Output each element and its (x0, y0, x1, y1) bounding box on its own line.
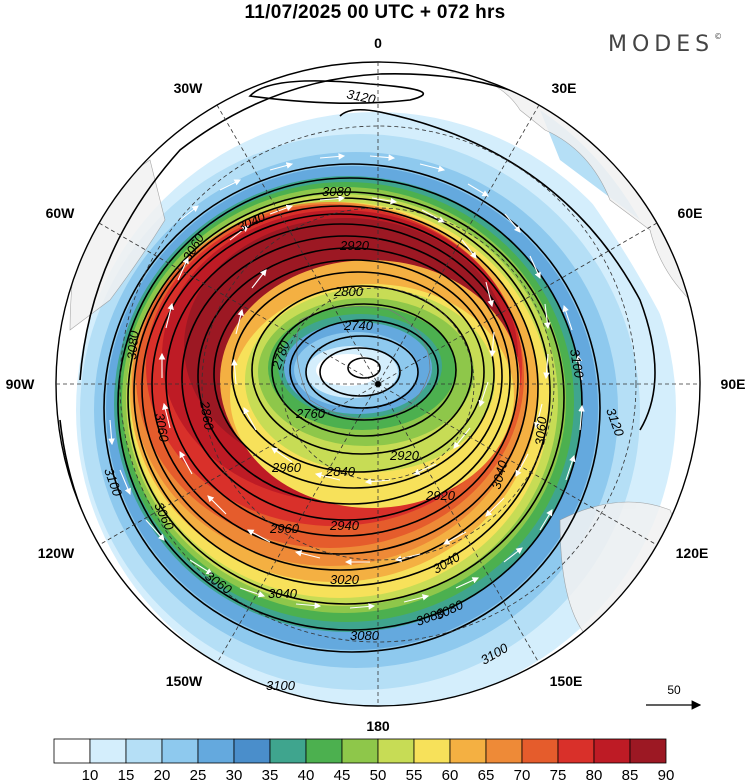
lon-label-30e: 30E (552, 80, 577, 96)
colorbar-tick-label: 75 (550, 767, 567, 782)
contour-label: 2920 (389, 448, 420, 463)
longitude-labels: 0 30E 60E 90E 120E 150E 180 150W 120W 90… (6, 35, 746, 734)
contour-label: 2960 (271, 460, 302, 475)
contour-label: 3100 (266, 678, 296, 693)
colorbar-tick-label: 20 (154, 767, 171, 782)
colorbar-swatch (269, 738, 307, 764)
lon-label-120w: 120W (38, 545, 75, 561)
colorbar-swatch (125, 738, 163, 764)
colorbar-tick-label: 10 (82, 767, 99, 782)
colorbar-tick-label: 70 (514, 767, 531, 782)
lon-label-150w: 150W (166, 673, 203, 689)
contour-label: 3060 (152, 412, 172, 444)
reference-vector-label: 50 (667, 683, 681, 697)
colorbar-tick-label: 45 (334, 767, 351, 782)
map-disc (56, 62, 700, 706)
contour-label: 3040 (488, 458, 510, 491)
australia-landmass (559, 501, 691, 641)
colorbar-swatch (161, 738, 199, 764)
lon-label-180: 180 (366, 718, 390, 734)
contour-label: 2860 (197, 399, 217, 432)
colorbar-tick-label: 60 (442, 767, 459, 782)
contour-label: 3020 (330, 572, 360, 587)
contour-label: 3080 (124, 329, 142, 360)
colorbar-swatch (305, 738, 343, 764)
colorbar-swatch (521, 738, 559, 764)
lon-label-60w: 60W (46, 205, 76, 221)
contour-label: 3080 (322, 184, 352, 199)
south-pole-marker (375, 381, 381, 387)
colorbar-swatch (53, 738, 91, 764)
colorbar-tick-label: 55 (406, 767, 423, 782)
contour-label: 2740 (343, 318, 374, 333)
colorbar-swatch (485, 738, 523, 764)
lon-label-30w: 30W (174, 80, 204, 96)
colorbar-swatch (197, 738, 235, 764)
colorbar-tick-label: 40 (298, 767, 315, 782)
wind-vectors (108, 153, 585, 610)
height-contours (59, 72, 700, 706)
contour-label: 3100 (567, 348, 587, 380)
colorbar-swatch (593, 738, 631, 764)
colorbar-tick-label: 80 (586, 767, 603, 782)
antarctica-coast (296, 306, 431, 421)
lon-label-0: 0 (374, 35, 382, 51)
brand-logo: MODES© (608, 32, 723, 57)
contour-label: 3120 (345, 86, 377, 107)
lon-label-90w: 90W (6, 376, 36, 392)
colorbar-tick-label: 50 (370, 767, 387, 782)
lon-label-60e: 60E (678, 205, 703, 221)
colorbar: 10 15 20 25 30 35 40 45 50 55 60 65 70 75 80 85 90 (53, 738, 675, 782)
colorbar-swatch (89, 738, 127, 764)
contour-label: 3060 (532, 415, 550, 446)
colorbar-swatch (377, 738, 415, 764)
colorbar-swatch (341, 738, 379, 764)
lon-label-150e: 150E (550, 673, 583, 689)
lon-label-120e: 120E (676, 545, 709, 561)
map-title: 11/07/2025 00 UTC + 072 hrs (244, 2, 506, 23)
contour-label: 3080 (350, 628, 380, 643)
colorbar-swatch (449, 738, 487, 764)
colorbar-swatch (629, 738, 667, 764)
contour-label: 3040 (268, 586, 298, 601)
colorbar-swatch (233, 738, 271, 764)
colorbar-tick-label: 65 (478, 767, 495, 782)
colorbar-tick-label: 15 (118, 767, 135, 782)
colorbar-tick-label: 30 (226, 767, 243, 782)
lon-label-90e: 90E (721, 376, 746, 392)
colorbar-tick-label: 35 (262, 767, 279, 782)
contour-label: 2760 (295, 406, 326, 421)
contour-label: 2920 (339, 238, 370, 253)
colorbar-tick-label: 25 (190, 767, 207, 782)
contour-label: 2800 (333, 284, 364, 299)
colorbar-swatch (413, 738, 451, 764)
colorbar-tick-label: 90 (658, 767, 675, 782)
contour-label: 2940 (329, 518, 360, 533)
reference-vector: 50 (646, 683, 702, 710)
contour-label: 2920 (425, 488, 456, 503)
contour-label: 2960 (269, 521, 300, 536)
colorbar-tick-label: 85 (622, 767, 639, 782)
colorbar-swatch (557, 738, 595, 764)
contour-label: 2840 (325, 464, 356, 479)
